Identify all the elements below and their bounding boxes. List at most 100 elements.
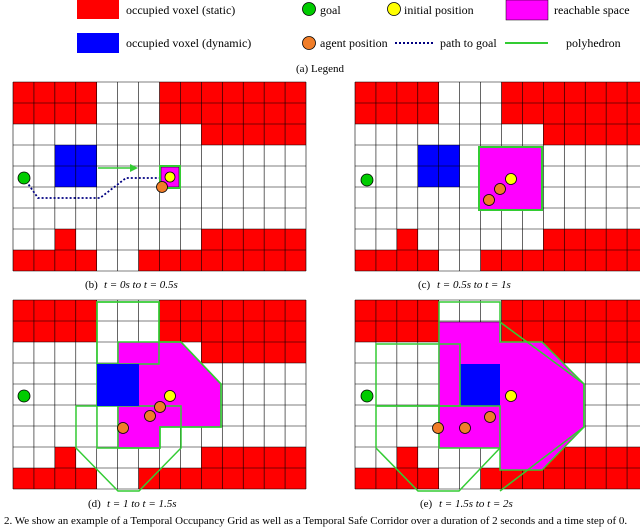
caption-b-prefix: (b) [85, 279, 98, 291]
static-voxel [375, 103, 397, 124]
static-voxel [522, 321, 544, 342]
static-voxel [417, 250, 439, 271]
static-voxel [222, 82, 244, 103]
static-voxel [264, 124, 286, 145]
static-voxel [585, 124, 607, 145]
static-voxel [543, 82, 565, 103]
static-voxel [396, 300, 418, 321]
static-voxel [33, 250, 55, 271]
static-voxel [564, 229, 586, 250]
static-voxel [285, 250, 306, 271]
static-voxel [627, 229, 640, 250]
static-voxel [396, 447, 418, 468]
static-voxel [396, 229, 418, 250]
static-voxel [159, 103, 181, 124]
caption-c-prefix: (c) [418, 279, 431, 291]
static-voxel [201, 447, 223, 468]
static-voxel [222, 447, 244, 468]
static-voxel [501, 300, 523, 321]
dynamic-voxel [75, 145, 97, 166]
static-voxel [396, 250, 418, 271]
static-voxel [627, 82, 640, 103]
static-voxel [585, 103, 607, 124]
static-voxel [264, 250, 286, 271]
static-voxel [585, 342, 607, 363]
caption-c-math: t = 0.5s to t = 1s [437, 279, 511, 291]
static-voxel [606, 321, 628, 342]
static-voxel [201, 250, 223, 271]
static-voxel [264, 321, 286, 342]
static-voxel [54, 300, 76, 321]
static-voxel [285, 103, 306, 124]
legend-path-label: path to goal [440, 36, 497, 50]
static-voxel [543, 229, 565, 250]
static-voxel [606, 300, 628, 321]
static-voxel [522, 468, 544, 489]
polyhedron [159, 165, 181, 189]
static-voxel [627, 321, 640, 342]
static-voxel [243, 229, 265, 250]
static-voxel [396, 82, 418, 103]
agent-position-icon [144, 410, 156, 422]
static-voxel [54, 447, 76, 468]
initial-position-icon [505, 173, 517, 185]
dynamic-voxel [75, 166, 97, 187]
static-voxel [243, 321, 265, 342]
static-voxel [355, 82, 376, 103]
static-voxel [417, 300, 439, 321]
static-voxel [33, 321, 55, 342]
agent-position-icon [459, 422, 471, 434]
static-voxel [564, 300, 586, 321]
static-voxel [543, 321, 565, 342]
dynamic-voxel [54, 145, 76, 166]
caption-d-prefix: (d) [88, 498, 101, 510]
static-voxel [243, 300, 265, 321]
legend-initial-position-label: initial position [404, 3, 474, 17]
static-voxel [75, 103, 97, 124]
agent-position-icon [494, 183, 506, 195]
static-voxel [606, 468, 628, 489]
static-voxel [285, 342, 306, 363]
static-voxel [375, 321, 397, 342]
static-voxel [480, 468, 502, 489]
static-voxel [285, 468, 306, 489]
static-voxel [285, 321, 306, 342]
static-voxel [543, 468, 565, 489]
static-voxel [417, 468, 439, 489]
figure-caption: 2. We show an example of a Temporal Occu… [4, 515, 627, 527]
static-voxel [417, 103, 439, 124]
static-voxel [243, 447, 265, 468]
static-voxel [201, 124, 223, 145]
legend-reachable-space-label: reachable space [554, 3, 630, 17]
caption-b-math: t = 0s to t = 0.5s [104, 279, 178, 291]
static-voxel [33, 103, 55, 124]
agent-position-icon [117, 422, 129, 434]
legend: occupied voxel (static) goal initial pos… [77, 0, 630, 75]
static-voxel [138, 468, 160, 489]
static-voxel [222, 468, 244, 489]
static-voxel [627, 300, 640, 321]
static-voxel [501, 103, 523, 124]
static-voxel [159, 300, 181, 321]
panel-c-overlays [360, 146, 543, 211]
static-voxel [564, 447, 586, 468]
static-voxel [54, 321, 76, 342]
dynamic-voxel [438, 145, 460, 166]
static-voxel [417, 321, 439, 342]
static-voxel [180, 103, 202, 124]
dynamic-voxel [97, 364, 139, 406]
static-voxel [606, 124, 628, 145]
static-voxel [375, 300, 397, 321]
static-voxel [201, 342, 223, 363]
static-voxel [543, 124, 565, 145]
agent-position-icon [156, 181, 168, 193]
static-voxel [264, 82, 286, 103]
static-voxel [522, 250, 544, 271]
static-voxel [285, 447, 306, 468]
static-voxel [627, 468, 640, 489]
static-voxel [355, 103, 376, 124]
static-voxel [180, 468, 202, 489]
static-voxel [480, 250, 502, 271]
static-voxel [585, 250, 607, 271]
legend-agent-position-label: agent position [320, 36, 388, 50]
